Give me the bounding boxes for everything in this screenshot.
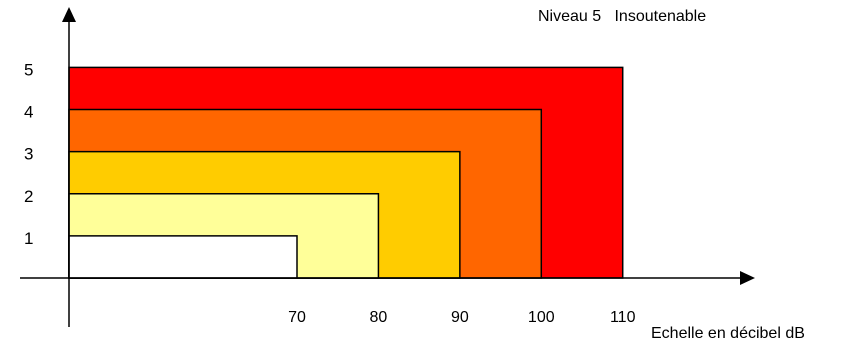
x-tick-label: 80 (370, 309, 388, 326)
y-tick-label: 5 (24, 60, 33, 79)
y-tick-labels: 1 2 3 4 5 (24, 60, 33, 247)
level-1-bar (68, 235, 298, 279)
y-tick-label: 3 (24, 145, 33, 164)
x-tick-label: 70 (288, 309, 306, 326)
x-tick-label: 100 (528, 309, 555, 326)
x-tick-label: 110 (610, 309, 636, 326)
x-tick-label: 90 (451, 309, 469, 326)
y-tick-label: 4 (24, 103, 33, 122)
x-tick-labels: 70 80 90 100 110 (288, 309, 635, 326)
chart-title: Niveau 5 Insoutenable (538, 8, 706, 25)
level-bars (68, 66, 624, 279)
y-tick-label: 1 (24, 229, 33, 248)
x-axis-label: Echelle en décibel dB (651, 325, 805, 342)
y-tick-label: 2 (24, 187, 33, 206)
x-axis-arrow-icon (740, 271, 755, 285)
axes (20, 7, 755, 327)
y-axis-arrow-icon (62, 7, 76, 22)
